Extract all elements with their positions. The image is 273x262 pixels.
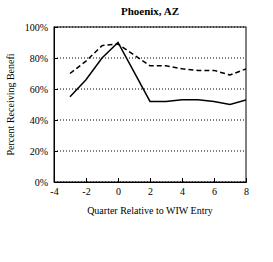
tick-mark <box>54 120 58 121</box>
tick-mark <box>54 89 58 90</box>
grid-line <box>54 58 246 59</box>
axis-line <box>55 28 59 183</box>
grid-line <box>54 120 246 121</box>
y-axis-title: Percent Receiving Benefi <box>5 53 16 155</box>
tick-label: 60% <box>30 84 48 95</box>
tick-label: 2 <box>148 186 153 197</box>
plot: 0% 20% 40% 60% 80% 100% -4 -2 0 2 4 6 8 <box>25 22 249 197</box>
tick-mark <box>54 151 58 152</box>
tick: 4 <box>180 178 185 197</box>
tick-label: 100% <box>25 22 48 33</box>
chart: 0% 20% 40% 60% 80% 100% -4 -2 0 2 4 6 8 Phoenix, AZ Qu… <box>0 0 273 262</box>
tick-label: 0 <box>116 186 121 197</box>
series-line <box>70 43 246 105</box>
tick-mark <box>86 178 87 182</box>
tick-label: 6 <box>212 186 217 197</box>
tick: 6 <box>212 178 217 197</box>
tick: -2 <box>82 178 90 197</box>
tick: 2 <box>148 178 153 197</box>
tick-label: -2 <box>82 186 90 197</box>
tick-label: 80% <box>30 53 48 64</box>
y-axis: 0% 20% 40% 60% 80% 100% <box>25 22 58 188</box>
tick-label: 0% <box>35 177 48 188</box>
tick-label: 4 <box>180 186 185 197</box>
x-axis-title: Quarter Relative to WIW Entry <box>87 205 213 216</box>
tick-label: 20% <box>30 146 48 157</box>
tick-label: 40% <box>30 115 48 126</box>
tick-mark <box>214 178 215 182</box>
tick-label: 8 <box>244 186 249 197</box>
tick-mark <box>54 58 58 59</box>
grid <box>54 27 246 182</box>
grid-line <box>54 89 246 90</box>
grid-line <box>54 151 246 152</box>
tick-mark <box>150 178 151 182</box>
lines <box>70 43 246 105</box>
frame <box>54 27 246 182</box>
title: Phoenix, AZ <box>121 5 179 17</box>
tick-mark <box>118 178 119 182</box>
tick: 100% <box>25 22 58 33</box>
tick: 0 <box>116 178 121 197</box>
series-line <box>70 44 246 75</box>
x-axis: -4 -2 0 2 4 6 8 <box>50 178 249 197</box>
tick-label: -4 <box>50 186 58 197</box>
tick-mark <box>182 178 183 182</box>
